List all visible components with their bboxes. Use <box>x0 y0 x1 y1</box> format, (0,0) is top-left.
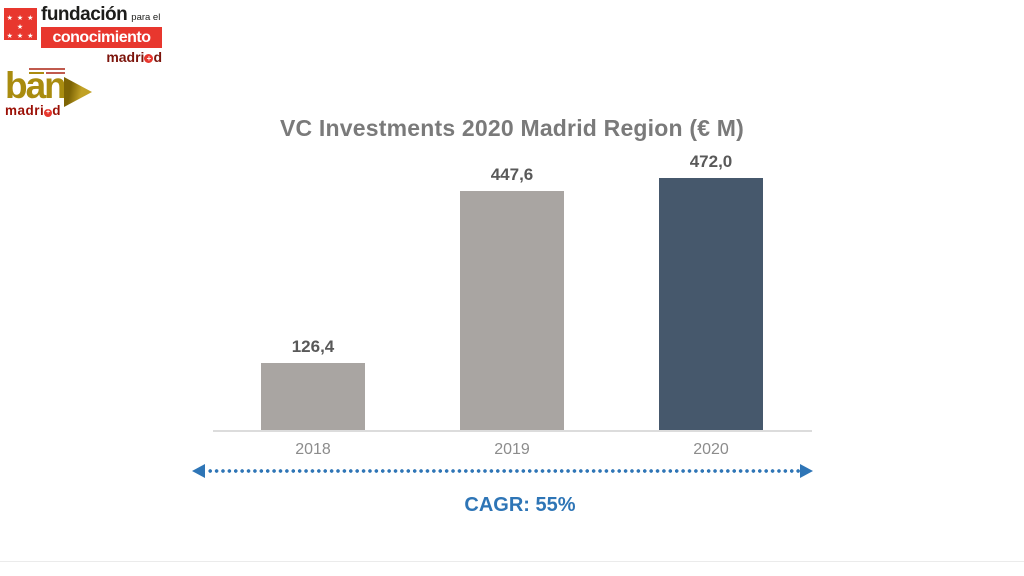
chart-title: VC Investments 2020 Madrid Region (€ M) <box>279 115 745 141</box>
ban-madrid-logo: ban madri + d <box>5 66 95 118</box>
cagr-arrow-right-icon <box>800 464 813 478</box>
fundacion-tagline: para el <box>131 12 161 23</box>
bar-2018 <box>261 363 365 431</box>
bar-2019 <box>460 191 564 431</box>
cagr-label: CAGR: 55% <box>464 494 576 516</box>
ban-madrid-suffix: d <box>52 103 62 118</box>
madrid-plus-icon: + <box>144 54 154 63</box>
fundacion-logo-text: fundación para el conocimiento madri + d <box>41 4 164 65</box>
ban-madrid-prefix: madri <box>5 103 45 118</box>
axis-tick-2020: 2020 <box>693 441 729 458</box>
ban-tagline-microtext <box>29 68 67 76</box>
ban-arrow-icon <box>64 77 92 107</box>
fundacion-title: fundación <box>41 4 128 25</box>
flag-stars-row2: ★ ★ ★ <box>6 33 35 40</box>
ban-microtext-line1 <box>29 68 65 70</box>
cagr-arrow-left-icon <box>192 464 205 478</box>
bar-value-label-2018: 126,4 <box>291 337 335 356</box>
bar-value-label-2019: 447,6 <box>490 165 534 184</box>
axis-tick-2018: 2018 <box>295 441 331 458</box>
bar-2020 <box>659 178 763 431</box>
ban-microtext-line2b <box>46 72 65 74</box>
ban-madrid-wordmark: madri + d <box>5 103 61 118</box>
bar-value-label-2020: 472,0 <box>689 152 733 171</box>
axis-tick-2019: 2019 <box>494 441 530 458</box>
bottom-divider <box>0 561 1024 562</box>
fundacion-madrid-logo: ★ ★ ★ ★ ★ ★ ★ fundación para el conocimie… <box>4 4 164 65</box>
fundacion-madrid-wordmark: madri + d <box>41 49 162 65</box>
ban-wordmark: ban <box>5 65 67 106</box>
fundacion-band: conocimiento <box>41 27 162 48</box>
ban-madrid-plus-icon: + <box>44 109 53 117</box>
x-axis-line <box>213 430 812 432</box>
fundacion-logo-line1: fundación para el <box>41 4 164 26</box>
ban-microtext-line2a <box>29 72 44 74</box>
madrid-suffix: d <box>153 49 162 65</box>
cagr-dotted-line <box>207 469 801 473</box>
madrid-flag-icon: ★ ★ ★ ★ ★ ★ ★ <box>4 8 37 40</box>
flag-stars-row1: ★ ★ ★ ★ <box>6 15 35 31</box>
madrid-prefix: madri <box>106 49 145 65</box>
